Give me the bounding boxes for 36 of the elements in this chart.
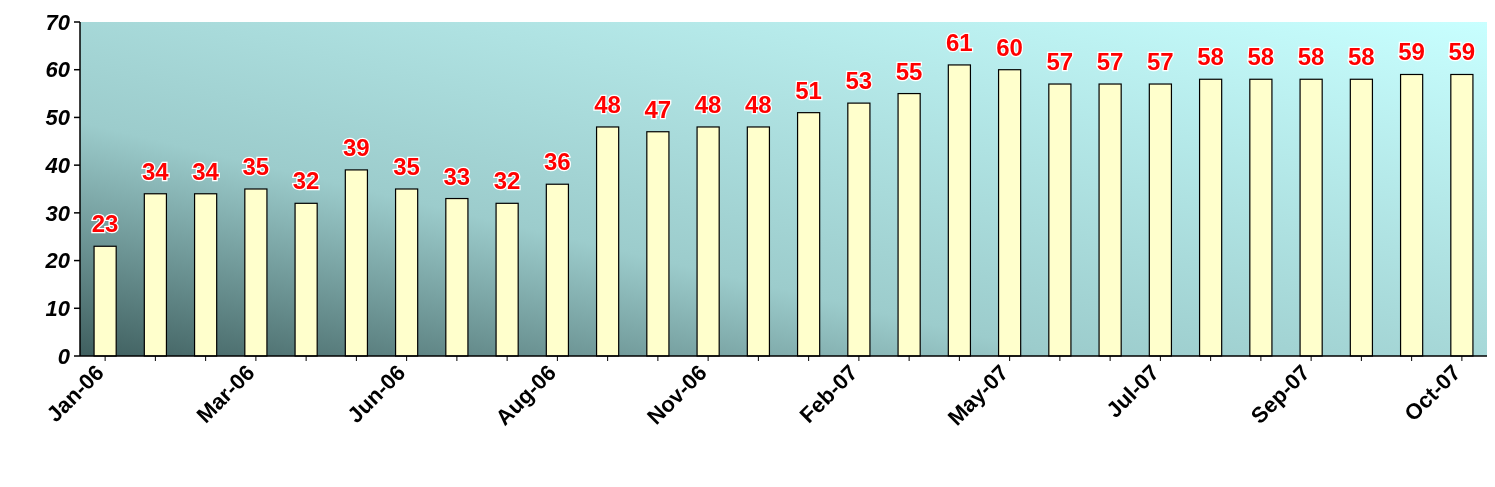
data-label: 60 [996, 33, 1023, 61]
data-label: 61 [946, 28, 973, 56]
data-label: 34 [192, 157, 220, 185]
data-label: 33 [443, 162, 471, 190]
data-label: 55 [895, 57, 923, 85]
data-label: 48 [745, 90, 772, 118]
y-tick-label: 30 [45, 200, 71, 226]
data-label: 32 [493, 167, 521, 195]
data-label: 35 [242, 153, 270, 180]
y-tick-label: 50 [45, 105, 71, 131]
y-tick-label: 40 [44, 152, 71, 178]
y-tick-label: 60 [45, 57, 71, 83]
y-tick-label: 70 [45, 9, 71, 35]
data-label: 57 [1046, 48, 1074, 76]
data-label: 35 [393, 153, 420, 180]
data-label: 58 [1247, 43, 1275, 71]
data-label: 48 [694, 90, 722, 118]
data-label: 57 [1096, 48, 1124, 76]
y-tick-label: 10 [45, 295, 71, 321]
data-label: 58 [1297, 43, 1325, 71]
data-label: 58 [1348, 43, 1375, 71]
data-label: 39 [343, 133, 370, 161]
y-tick-label: 20 [44, 248, 71, 274]
data-label: 59 [1448, 38, 1476, 66]
data-label: 23 [91, 210, 119, 238]
data-label: 51 [795, 76, 822, 104]
data-label: 36 [544, 148, 571, 176]
data-label: 57 [1147, 48, 1174, 76]
data-label: 32 [292, 167, 320, 195]
data-label: 48 [594, 90, 621, 118]
data-label: 53 [845, 67, 873, 95]
data-label: 34 [142, 157, 170, 185]
data-label: 47 [644, 95, 672, 123]
data-label: 59 [1398, 38, 1425, 66]
data-label: 58 [1197, 43, 1224, 71]
y-tick-label: 0 [57, 343, 71, 369]
